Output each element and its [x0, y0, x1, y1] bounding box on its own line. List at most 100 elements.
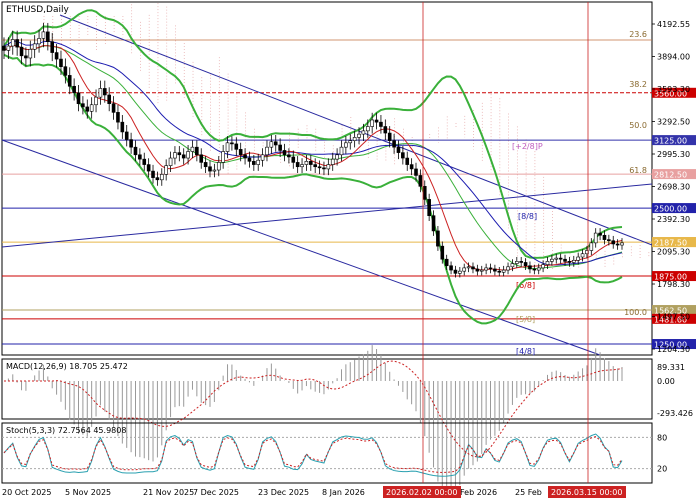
candle — [273, 141, 278, 146]
candle — [352, 137, 357, 141]
candle — [120, 121, 125, 133]
candle — [59, 58, 63, 67]
level-tag — [652, 313, 696, 324]
candle — [330, 158, 335, 165]
candle — [554, 257, 559, 260]
candle — [168, 157, 173, 166]
candle — [54, 52, 59, 60]
candle — [146, 164, 151, 172]
candle — [89, 104, 94, 112]
candle — [506, 266, 510, 271]
candle — [133, 146, 138, 156]
candle — [173, 152, 177, 159]
candle — [576, 256, 580, 261]
price-tick-label: 1798.30 — [657, 280, 690, 289]
level-tag — [652, 339, 696, 350]
candle — [317, 166, 322, 169]
time-label: 8 Jan 2026 — [322, 488, 365, 497]
candle — [484, 267, 488, 271]
candle — [427, 199, 431, 216]
price-tick-label: 4192.55 — [657, 20, 690, 29]
level-tag-label: 3125.00 — [654, 137, 687, 146]
candle — [466, 266, 471, 269]
fibonacci-label: 38.2 — [629, 80, 647, 89]
candle — [471, 266, 475, 270]
price-tick-label: 1204.30 — [657, 345, 690, 354]
candle — [545, 261, 550, 265]
candle — [309, 161, 313, 165]
candle — [387, 132, 392, 141]
candle — [436, 230, 440, 247]
candle — [181, 154, 186, 159]
candle — [10, 39, 15, 47]
candle — [536, 267, 541, 271]
candle — [15, 39, 19, 48]
candle — [558, 257, 563, 260]
macd-panel-frame — [1, 358, 653, 420]
candle — [409, 164, 414, 170]
candle — [190, 146, 195, 152]
price-tick-label: 3894.00 — [657, 53, 690, 62]
level-tag — [652, 87, 696, 98]
price-tick-label: 2392.30 — [657, 215, 690, 224]
candle — [501, 269, 506, 273]
candle — [28, 48, 33, 59]
level-tag — [652, 135, 696, 146]
candle — [515, 261, 519, 264]
price-tick-label: 3292.50 — [657, 118, 690, 127]
level-tag-label: 2812.50 — [654, 171, 687, 180]
current-price-label: 2187.50 — [654, 239, 687, 248]
bollinger-lower — [3, 53, 623, 325]
candle — [230, 142, 234, 145]
candle — [260, 154, 265, 161]
candle — [607, 239, 611, 242]
candle — [278, 144, 282, 151]
candle — [247, 157, 252, 162]
candle — [208, 166, 212, 172]
candle — [392, 140, 396, 148]
candle — [67, 75, 72, 87]
candle — [344, 142, 348, 148]
candle — [523, 262, 528, 267]
candle — [326, 164, 331, 170]
candle — [243, 154, 247, 159]
candle — [252, 161, 256, 165]
candle — [142, 158, 147, 165]
candle — [322, 167, 326, 170]
symbol-label: ETHUSD,Daily — [6, 5, 69, 15]
stoch-panel-frame — [1, 422, 653, 484]
candle — [365, 126, 370, 132]
candle — [357, 133, 361, 138]
murrey-label: [6/8] — [516, 281, 535, 290]
candle — [138, 154, 142, 160]
time-highlight-label: 2026.02.02 00:00 — [386, 488, 457, 497]
candle — [431, 215, 436, 232]
candle — [602, 234, 607, 240]
time-label: 5 Nov 2025 — [65, 488, 111, 497]
macd-scale-label: 0.00 — [657, 377, 675, 386]
candle — [422, 186, 427, 200]
fibonacci-label: 100.0 — [624, 308, 647, 317]
candle — [335, 154, 339, 160]
candle — [444, 258, 449, 267]
candle — [124, 131, 129, 140]
current-price-tag — [652, 237, 696, 248]
level-tag — [652, 169, 696, 180]
candle — [479, 269, 484, 272]
candle — [6, 45, 11, 51]
murrey-label: [+2/8]P — [512, 142, 543, 151]
stoch-title: Stoch(5,3,3) 72.7564 45.9808 — [6, 426, 126, 435]
candle — [493, 268, 497, 272]
candle — [76, 92, 81, 104]
price-tick-label: 1497.50 — [657, 313, 690, 322]
candle — [361, 130, 366, 135]
price-tick-label: 2095.30 — [657, 248, 690, 257]
candle — [269, 141, 274, 148]
time-label: 20 Oct 2025 — [2, 488, 51, 497]
candle — [37, 38, 41, 45]
candle — [19, 46, 24, 57]
time-highlight-box — [383, 486, 461, 498]
macd-scale-label: 89.331 — [657, 363, 685, 372]
candle — [418, 175, 423, 187]
